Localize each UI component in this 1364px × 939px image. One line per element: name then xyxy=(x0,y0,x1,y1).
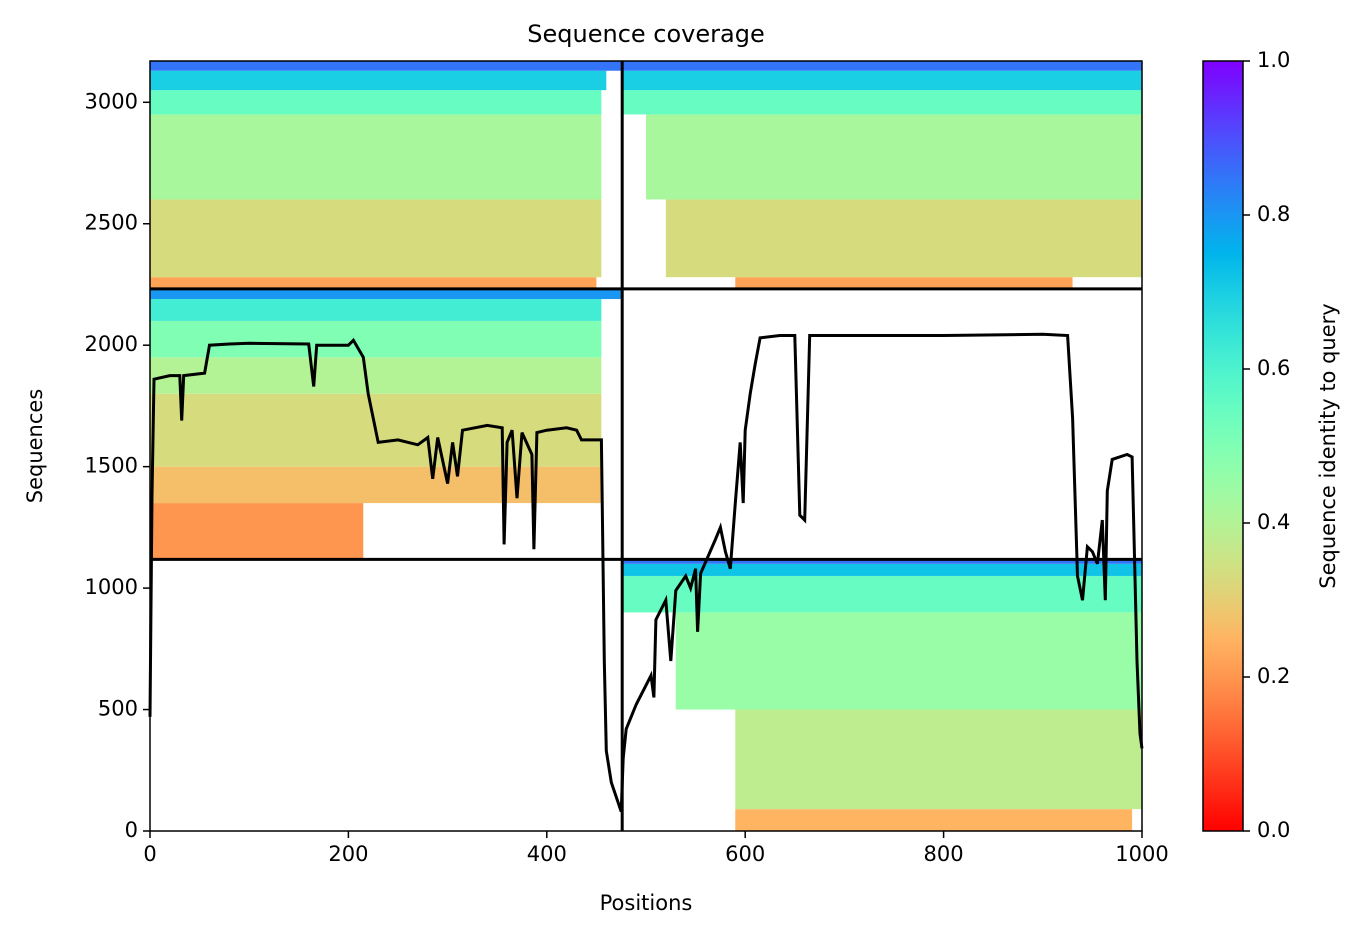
identity-band xyxy=(622,61,1142,71)
identity-band xyxy=(150,114,602,200)
identity-band xyxy=(735,277,1073,289)
plot-area xyxy=(148,61,1144,831)
x-tick-label: 800 xyxy=(924,842,964,866)
y-tick-label: 500 xyxy=(98,697,138,721)
identity-band xyxy=(646,114,1142,200)
identity-band xyxy=(150,199,602,278)
y-tick-label: 0 xyxy=(125,818,138,842)
colorbar-tick-label: 1.0 xyxy=(1257,48,1290,72)
x-tick-label: 600 xyxy=(725,842,765,866)
colorbar-tick-label: 0.4 xyxy=(1257,510,1290,534)
y-tick-label: 3000 xyxy=(85,89,138,113)
identity-band xyxy=(622,575,1142,613)
colorbar-tick-label: 0.6 xyxy=(1257,356,1290,380)
identity-band xyxy=(150,357,602,394)
y-axis-label: Sequences xyxy=(23,389,47,504)
identity-band xyxy=(735,709,1142,810)
identity-band xyxy=(665,199,1142,278)
plot-frame xyxy=(149,60,1143,832)
identity-band xyxy=(150,277,597,289)
identity-band xyxy=(622,90,1142,115)
x-tick-label: 200 xyxy=(328,842,368,866)
identity-band xyxy=(150,320,602,358)
y-tick-label: 2500 xyxy=(85,211,138,235)
identity-band xyxy=(150,466,602,504)
identity-band xyxy=(150,503,364,560)
colorbar-tick-label: 0.0 xyxy=(1257,818,1290,842)
colorbar-tick-label: 0.8 xyxy=(1257,202,1290,226)
x-axis-label: Positions xyxy=(600,891,693,915)
identity-band xyxy=(150,288,623,300)
identity-band xyxy=(622,70,1142,91)
y-tick-label: 1500 xyxy=(85,454,138,478)
identity-band xyxy=(622,559,1142,564)
x-tick-label: 400 xyxy=(527,842,567,866)
colorbar-tick-label: 0.2 xyxy=(1257,664,1290,688)
identity-band xyxy=(622,563,1142,576)
x-tick-label: 0 xyxy=(143,842,156,866)
x-tick-label: 1000 xyxy=(1115,842,1168,866)
identity-band xyxy=(150,70,607,91)
identity-band xyxy=(150,61,623,71)
coverage-line xyxy=(148,332,1144,813)
chart-title: Sequence coverage xyxy=(527,20,764,48)
identity-band xyxy=(675,612,1142,710)
y-tick-label: 2000 xyxy=(85,332,138,356)
colorbar-label: Sequence identity to query xyxy=(1316,303,1340,588)
identity-band xyxy=(150,299,602,321)
identity-band xyxy=(150,90,602,115)
identity-band xyxy=(735,809,1133,831)
y-tick-label: 1000 xyxy=(85,575,138,599)
colorbar xyxy=(1202,60,1244,832)
